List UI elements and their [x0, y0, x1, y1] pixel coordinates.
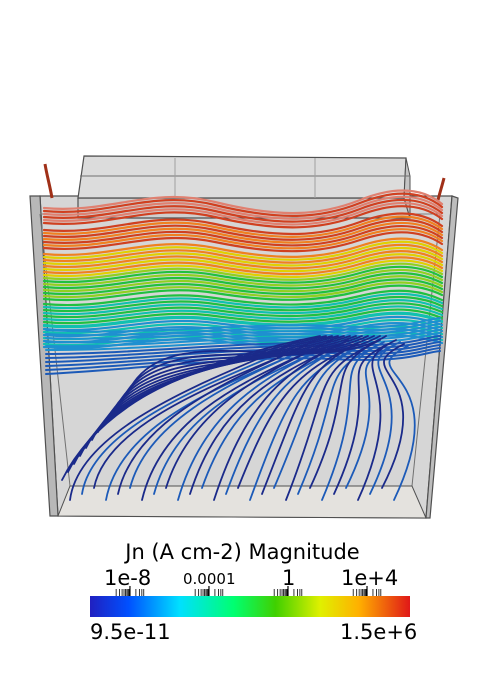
streamline [42, 278, 444, 296]
streamlines [42, 189, 444, 501]
streamline [45, 320, 441, 337]
streamline [42, 246, 444, 267]
streamline [42, 240, 444, 261]
streamline [321, 341, 385, 501]
colorbar-gradient [90, 596, 410, 617]
streamline [42, 195, 444, 220]
streamline [42, 265, 444, 284]
colorbar-tick-label-1e-8: 1e-8 [104, 566, 152, 590]
streamline [42, 218, 444, 241]
colorbar-tick-label-1e+4: 1e+4 [341, 566, 399, 590]
colorbar-title: Jn (A cm-2) Magnitude [125, 540, 360, 564]
streamline [42, 231, 444, 253]
streamline [121, 335, 381, 401]
streamline [42, 198, 444, 223]
streamline [42, 205, 444, 229]
streamline [42, 259, 444, 279]
streamline [42, 253, 444, 273]
streamline [42, 237, 444, 259]
streamline [42, 289, 444, 307]
streamline [42, 221, 444, 244]
streamline [333, 343, 389, 495]
streamline [45, 323, 441, 340]
streamline [42, 249, 444, 270]
streamline [45, 329, 441, 348]
streamline [42, 302, 444, 319]
streamline [249, 345, 361, 501]
streamline [42, 299, 444, 316]
streamline [189, 343, 341, 495]
streamline [357, 339, 397, 501]
streamline [42, 281, 444, 299]
streamline [42, 243, 444, 264]
streamline [42, 212, 444, 236]
streamline [237, 343, 357, 489]
streamline [42, 271, 444, 290]
streamline [42, 275, 444, 293]
streamline [42, 224, 444, 247]
streamline [381, 343, 405, 489]
streamline [42, 308, 444, 325]
streamline [42, 295, 444, 313]
streamline [42, 189, 444, 215]
streamline [42, 284, 444, 302]
streamline [42, 292, 444, 310]
colorbar-min-label: 9.5e-11 [90, 620, 171, 644]
streamline [309, 339, 381, 489]
streamline [297, 345, 377, 495]
streamline [42, 215, 444, 238]
right-contact-wire [436, 177, 446, 201]
colorbar-max-label: 1.5e+6 [340, 620, 418, 644]
streamline [127, 335, 387, 393]
streamline [45, 326, 441, 344]
left-contact-wire [43, 163, 54, 199]
streamline [42, 228, 444, 250]
streamline [42, 201, 444, 226]
box-right-face [425, 195, 459, 519]
streamline [285, 343, 373, 501]
streamline [42, 256, 444, 276]
colorbar-ticks [115, 586, 382, 596]
streamline [369, 341, 401, 495]
streamline [388, 345, 416, 501]
streamline [42, 305, 444, 322]
streamline [45, 317, 441, 333]
colorbar-tick-label-1: 1 [282, 566, 296, 590]
colorbar-tick-label-0.0001: 0.0001 [183, 570, 236, 588]
streamline [42, 268, 444, 287]
streamline [109, 335, 369, 417]
contact-top [77, 155, 407, 199]
streamline [201, 345, 345, 489]
streamline [273, 341, 369, 489]
streamline [42, 192, 444, 218]
streamline [42, 262, 444, 281]
streamline [115, 335, 375, 409]
